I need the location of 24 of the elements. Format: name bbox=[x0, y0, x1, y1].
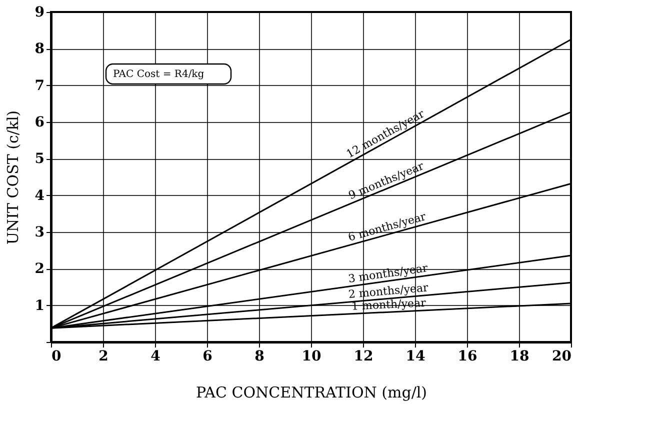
x-tick-label: 12 bbox=[354, 348, 374, 364]
x-axis-title: PAC CONCENTRATION (mg/l) bbox=[196, 384, 428, 402]
y-tick-label: 9 bbox=[34, 4, 44, 20]
x-tick-label: 10 bbox=[302, 348, 322, 364]
y-tick-label: 7 bbox=[34, 78, 44, 94]
x-tick-label: 14 bbox=[406, 348, 426, 364]
x-tick-label: 20 bbox=[552, 348, 572, 364]
x-tick-label: 8 bbox=[254, 348, 264, 364]
y-tick-label: 2 bbox=[34, 261, 44, 278]
x-tick-label: 0 bbox=[52, 348, 62, 364]
y-axis-title: UNIT COST (c/kl) bbox=[4, 110, 22, 245]
x-tick-label: 6 bbox=[202, 348, 212, 364]
y-tick-label: 6 bbox=[34, 114, 44, 130]
y-tick-label: 4 bbox=[34, 188, 45, 204]
annotation: PAC Cost = R4/kg bbox=[113, 69, 205, 80]
x-tick-label: 2 bbox=[98, 348, 108, 364]
y-tick-label: 3 bbox=[34, 224, 44, 240]
y-tick-label: 5 bbox=[34, 151, 44, 168]
x-tick-label: 16 bbox=[458, 348, 478, 364]
y-tick-label: 1 bbox=[34, 298, 44, 314]
text: 3 months/year bbox=[347, 261, 430, 286]
x-tick-label: 4 bbox=[150, 348, 161, 364]
x-tick-label: 18 bbox=[510, 348, 530, 364]
y-tick-label: 8 bbox=[34, 41, 44, 58]
